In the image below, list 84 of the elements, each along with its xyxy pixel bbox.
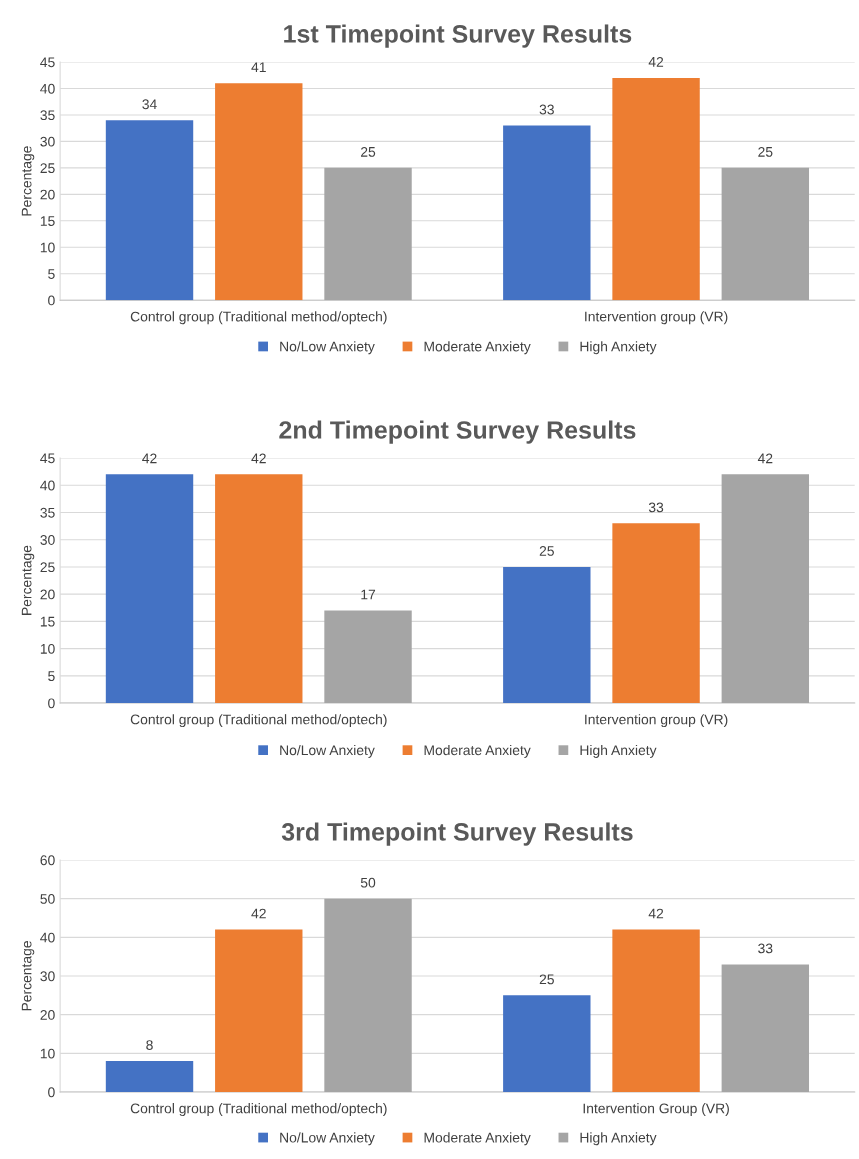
data-label: 42 (251, 908, 266, 919)
y-tick-label: 15 (40, 216, 55, 226)
y-tick-label: 15 (40, 616, 55, 627)
y-tick-label: 5 (48, 269, 55, 279)
y-tick-label: 40 (40, 83, 55, 94)
bar (503, 125, 591, 301)
chart-title: 3rd Timepoint Survey Results (281, 822, 633, 846)
y-tick-label: 35 (40, 110, 55, 121)
bar (721, 964, 810, 1093)
x-tick-label: Intervention Group (VR) (583, 1103, 729, 1117)
legend-label: Moderate Anxiety (424, 744, 531, 758)
y-tick-label: 25 (40, 562, 55, 573)
bar (503, 995, 591, 1093)
y-tick-label: 30 (40, 971, 55, 982)
legend-label: No/Low Anxiety (280, 1132, 375, 1146)
bar (324, 610, 412, 704)
y-tick-label: 0 (48, 1087, 55, 1098)
data-label: 8 (146, 1040, 153, 1050)
y-tick-label: 50 (40, 893, 55, 904)
data-label: 42 (251, 453, 266, 464)
data-label: 33 (539, 104, 554, 115)
bar (215, 474, 303, 704)
y-axis-title: Percentage (21, 941, 35, 1011)
y-tick-label: 10 (40, 1048, 55, 1059)
bar (105, 1061, 194, 1093)
legend-label: High Anxiety (580, 341, 657, 355)
x-tick-label: Intervention group (VR) (585, 714, 728, 728)
legend-label: High Anxiety (580, 744, 657, 758)
data-label: 33 (648, 502, 664, 513)
bar (324, 898, 412, 1093)
bar (721, 167, 810, 301)
chart-title: 2nd Timepoint Survey Results (279, 420, 636, 444)
x-tick-label: Control group (Traditional method/optech) (130, 714, 387, 728)
legend-label: Moderate Anxiety (424, 341, 531, 355)
data-label: 25 (758, 146, 773, 157)
y-tick-label: 30 (40, 136, 55, 147)
data-label: 41 (251, 62, 266, 72)
x-tick-label: Control group (Traditional method/optech) (130, 311, 387, 325)
y-tick-label: 60 (40, 855, 55, 866)
x-tick-label: Intervention group (VR) (585, 311, 728, 325)
bar (721, 474, 810, 704)
y-axis-title: Percentage (21, 545, 35, 615)
bar (105, 474, 194, 704)
bar (612, 929, 700, 1093)
y-tick-label: 0 (48, 295, 55, 306)
y-tick-label: 40 (40, 932, 55, 943)
bar (215, 929, 303, 1093)
bar (215, 83, 303, 301)
data-label: 25 (361, 146, 376, 157)
legend-label: No/Low Anxiety (280, 341, 375, 355)
chart-title: 1st Timepoint Survey Results (284, 24, 632, 48)
data-label: 34 (142, 99, 157, 110)
bar (612, 77, 700, 301)
bar (503, 566, 591, 704)
data-label: 33 (758, 943, 773, 954)
y-axis-title: Percentage (21, 146, 35, 216)
data-label: 42 (648, 56, 664, 67)
data-label: 25 (539, 546, 554, 556)
y-tick-label: 5 (48, 671, 55, 681)
x-tick-label: Control group (Traditional method/optech) (130, 1103, 387, 1117)
data-label: 42 (648, 908, 664, 919)
data-label: 25 (539, 974, 554, 985)
legend-label: High Anxiety (580, 1132, 657, 1146)
y-tick-label: 10 (40, 643, 55, 654)
y-tick-label: 20 (40, 189, 55, 200)
y-tick-label: 45 (40, 453, 55, 464)
y-tick-label: 30 (40, 535, 55, 545)
bar (324, 167, 412, 301)
y-tick-label: 40 (40, 480, 55, 491)
y-tick-label: 0 (48, 698, 55, 709)
data-label: 42 (142, 453, 157, 464)
y-tick-label: 20 (40, 589, 55, 600)
y-tick-label: 20 (40, 1010, 55, 1020)
data-label: 50 (360, 877, 376, 888)
y-tick-label: 10 (40, 242, 55, 253)
y-tick-label: 25 (40, 163, 55, 174)
legend-label: Moderate Anxiety (424, 1132, 531, 1146)
data-label: 42 (757, 453, 773, 464)
legend-label: No/Low Anxiety (280, 744, 375, 758)
data-label: 17 (361, 589, 376, 600)
bar (105, 120, 194, 301)
bar (612, 523, 700, 704)
y-tick-label: 35 (40, 507, 55, 518)
y-tick-label: 45 (40, 57, 55, 68)
